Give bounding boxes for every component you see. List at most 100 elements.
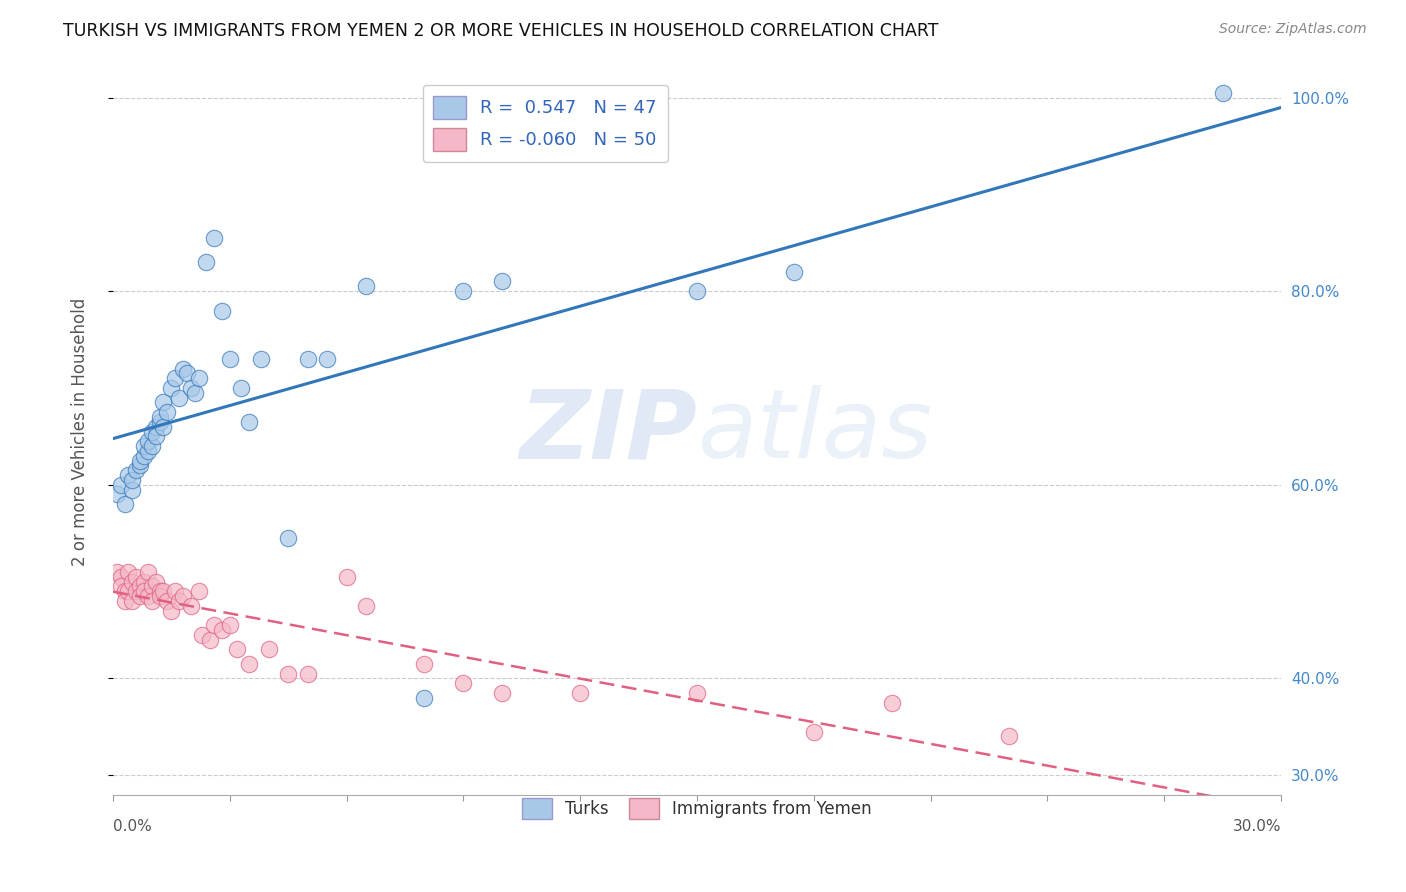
Point bbox=[218, 351, 240, 366]
Point bbox=[187, 371, 209, 385]
Point bbox=[136, 443, 159, 458]
Point bbox=[125, 463, 148, 477]
Point bbox=[110, 579, 132, 593]
Point bbox=[172, 361, 194, 376]
Point bbox=[250, 351, 273, 366]
Point bbox=[156, 594, 179, 608]
Point bbox=[167, 391, 190, 405]
Point bbox=[1212, 86, 1234, 100]
Point bbox=[141, 579, 163, 593]
Point bbox=[226, 642, 249, 657]
Point bbox=[297, 351, 319, 366]
Point bbox=[803, 724, 825, 739]
Point bbox=[117, 468, 139, 483]
Point bbox=[180, 381, 202, 395]
Point bbox=[413, 657, 436, 671]
Point bbox=[880, 696, 903, 710]
Point bbox=[200, 632, 222, 647]
Point bbox=[152, 584, 174, 599]
Point bbox=[413, 690, 436, 705]
Point bbox=[129, 453, 152, 467]
Point bbox=[165, 584, 187, 599]
Point bbox=[997, 730, 1019, 744]
Point bbox=[191, 628, 214, 642]
Point bbox=[453, 284, 475, 298]
Point bbox=[141, 594, 163, 608]
Point bbox=[211, 303, 233, 318]
Point bbox=[148, 415, 170, 429]
Point bbox=[238, 657, 260, 671]
Point bbox=[152, 419, 174, 434]
Point bbox=[491, 686, 513, 700]
Text: 0.0%: 0.0% bbox=[112, 819, 152, 834]
Point bbox=[238, 415, 260, 429]
Point bbox=[195, 255, 218, 269]
Point bbox=[156, 405, 179, 419]
Point bbox=[686, 686, 709, 700]
Point bbox=[453, 676, 475, 690]
Point bbox=[202, 231, 225, 245]
Point bbox=[125, 584, 148, 599]
Point bbox=[491, 275, 513, 289]
Text: Source: ZipAtlas.com: Source: ZipAtlas.com bbox=[1219, 22, 1367, 37]
Point bbox=[165, 371, 187, 385]
Point bbox=[105, 565, 128, 579]
Point bbox=[136, 434, 159, 449]
Point bbox=[132, 439, 155, 453]
Point bbox=[231, 381, 253, 395]
Point bbox=[297, 666, 319, 681]
Point bbox=[218, 618, 240, 632]
Point bbox=[129, 579, 152, 593]
Point bbox=[277, 666, 299, 681]
Point bbox=[176, 367, 198, 381]
Point bbox=[114, 497, 136, 511]
Point bbox=[121, 594, 143, 608]
Point bbox=[187, 584, 209, 599]
Point bbox=[211, 623, 233, 637]
Point bbox=[257, 642, 280, 657]
Point bbox=[160, 381, 183, 395]
Point bbox=[152, 395, 174, 409]
Y-axis label: 2 or more Vehicles in Household: 2 or more Vehicles in Household bbox=[72, 297, 89, 566]
Point bbox=[121, 483, 143, 497]
Point bbox=[136, 589, 159, 603]
Point bbox=[114, 584, 136, 599]
Point bbox=[141, 439, 163, 453]
Point bbox=[202, 618, 225, 632]
Point bbox=[129, 458, 152, 473]
Point bbox=[172, 589, 194, 603]
Text: ZIP: ZIP bbox=[519, 385, 697, 478]
Point bbox=[121, 574, 143, 589]
Point bbox=[121, 473, 143, 487]
Point bbox=[145, 574, 167, 589]
Point bbox=[569, 686, 592, 700]
Point bbox=[132, 584, 155, 599]
Point bbox=[783, 265, 806, 279]
Legend: Turks, Immigrants from Yemen: Turks, Immigrants from Yemen bbox=[516, 791, 879, 826]
Point bbox=[148, 584, 170, 599]
Text: TURKISH VS IMMIGRANTS FROM YEMEN 2 OR MORE VEHICLES IN HOUSEHOLD CORRELATION CHA: TURKISH VS IMMIGRANTS FROM YEMEN 2 OR MO… bbox=[63, 22, 939, 40]
Point bbox=[145, 429, 167, 443]
Point bbox=[114, 594, 136, 608]
Point bbox=[129, 589, 152, 603]
Point bbox=[354, 599, 377, 613]
Point bbox=[180, 599, 202, 613]
Point bbox=[132, 574, 155, 589]
Point bbox=[160, 604, 183, 618]
Point bbox=[105, 487, 128, 501]
Point bbox=[335, 570, 357, 584]
Point bbox=[316, 351, 339, 366]
Point bbox=[686, 284, 709, 298]
Point bbox=[125, 570, 148, 584]
Point bbox=[148, 409, 170, 424]
Point bbox=[117, 565, 139, 579]
Point bbox=[132, 449, 155, 463]
Point bbox=[110, 570, 132, 584]
Point bbox=[117, 584, 139, 599]
Point bbox=[277, 531, 299, 545]
Point bbox=[145, 419, 167, 434]
Point bbox=[167, 594, 190, 608]
Point bbox=[141, 425, 163, 439]
Point bbox=[148, 589, 170, 603]
Text: 30.0%: 30.0% bbox=[1233, 819, 1281, 834]
